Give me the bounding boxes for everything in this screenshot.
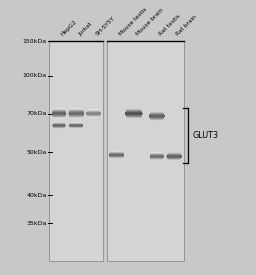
Bar [69,116,83,117]
Bar [126,116,142,117]
Bar [168,153,180,154]
Text: Rat testis: Rat testis [158,14,181,37]
Bar [88,117,99,118]
Bar [69,114,84,115]
Bar [49,41,103,261]
Bar [87,114,101,115]
Bar [54,108,65,109]
Bar [168,159,180,160]
Bar [70,108,82,109]
Bar [86,113,101,114]
Bar [149,117,164,118]
Text: GLUT3: GLUT3 [192,131,218,140]
Bar [166,156,182,157]
Bar [127,117,141,118]
Text: 100kDa: 100kDa [23,73,47,78]
Bar [167,157,182,158]
Bar [168,160,180,161]
Bar [88,109,99,110]
Text: 70kDa: 70kDa [26,111,47,116]
Bar [88,116,100,117]
Bar [127,118,141,119]
Bar [126,111,142,112]
Bar [69,112,84,113]
Bar [150,119,164,120]
Bar [52,111,66,112]
Bar [52,114,66,115]
Text: 150kDa: 150kDa [23,39,47,44]
Text: 50kDa: 50kDa [27,150,47,155]
Bar [149,115,165,116]
Bar [54,118,65,119]
Text: Jurkat: Jurkat [78,21,93,37]
Bar [53,117,65,118]
Bar [69,111,84,112]
Bar [107,41,184,261]
Bar [127,109,141,110]
Bar [52,113,66,114]
Bar [68,113,84,114]
Bar [69,110,83,111]
Bar [150,118,164,119]
Bar [167,154,181,155]
Bar [150,113,164,114]
Bar [52,112,66,113]
Bar [87,112,101,113]
Bar [53,109,65,110]
Text: SH-SY5Y: SH-SY5Y [95,16,116,37]
Bar [126,110,141,111]
Bar [167,155,182,156]
Bar [151,120,163,121]
Text: Rat brain: Rat brain [175,15,198,37]
Bar [149,116,165,117]
Text: Mouse testis: Mouse testis [118,7,148,37]
Bar [168,152,180,153]
Bar [70,117,83,118]
Bar [151,111,163,112]
Text: 35kDa: 35kDa [26,221,47,226]
Bar [150,112,163,113]
Bar [53,110,65,111]
Bar [52,115,66,116]
Bar [69,115,84,116]
Bar [52,116,66,117]
Bar [125,112,142,113]
Text: HepG2: HepG2 [60,19,78,37]
Bar [167,158,181,159]
Bar [149,114,164,115]
Bar [70,118,82,119]
Text: 40kDa: 40kDa [26,193,47,198]
Text: Mouse brain: Mouse brain [135,8,164,37]
Bar [88,110,100,111]
Bar [87,115,100,116]
Bar [125,114,142,115]
Bar [87,111,100,112]
Bar [127,108,141,109]
Bar [70,109,83,110]
Bar [125,113,143,114]
